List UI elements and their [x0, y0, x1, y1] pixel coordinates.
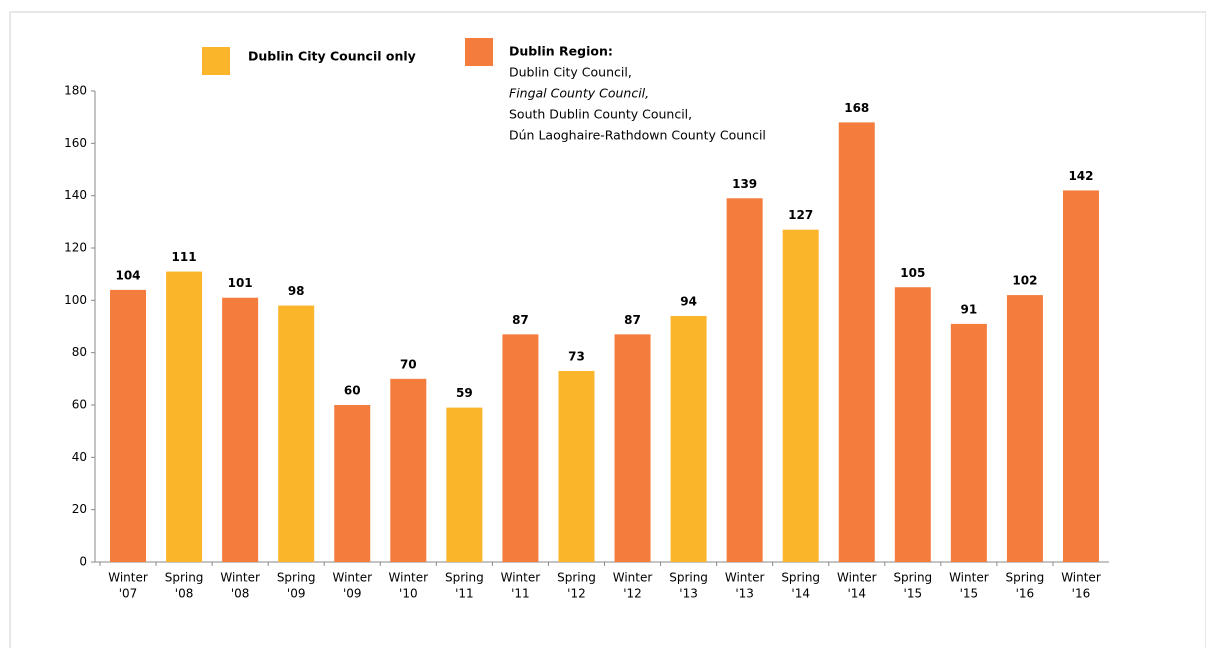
value-label: 87 [512, 313, 529, 327]
value-label: 104 [115, 268, 140, 282]
x-tick-label: Winter [1061, 571, 1101, 585]
bar [950, 323, 987, 562]
x-tick-label: Spring [781, 571, 820, 585]
x-tick-label: Winter [220, 571, 260, 585]
legend-label: Dublin Region: [509, 44, 613, 59]
legend-detail: Dublin City Council, [509, 65, 632, 80]
x-tick-label: '11 [511, 587, 530, 601]
bar [726, 198, 763, 563]
x-tick-label: Winter [332, 571, 372, 585]
legend-label: Dublin City Council only [248, 49, 416, 64]
y-tick-label: 20 [72, 502, 87, 516]
y-tick-label: 140 [64, 188, 87, 202]
bar [1006, 295, 1043, 562]
x-tick-label: '13 [735, 587, 754, 601]
y-tick-label: 80 [72, 345, 87, 359]
x-tick-label: Winter [501, 571, 541, 585]
bar [390, 378, 427, 562]
y-tick-label: 180 [64, 84, 87, 98]
bar [334, 405, 371, 562]
value-label: 98 [288, 284, 305, 298]
x-tick-label: Spring [165, 571, 204, 585]
y-tick-label: 0 [79, 555, 87, 569]
value-label: 142 [1068, 169, 1093, 183]
value-label: 59 [456, 386, 473, 400]
frame [9, 11, 1206, 648]
x-tick-label: Winter [949, 571, 989, 585]
bar [782, 229, 819, 562]
x-tick-label: Winter [108, 571, 148, 585]
bar [502, 334, 539, 562]
x-tick-label: Spring [893, 571, 932, 585]
x-tick-label: '16 [1016, 587, 1035, 601]
x-tick-label: '14 [791, 587, 810, 601]
x-tick-label: '07 [119, 587, 138, 601]
bar [166, 271, 203, 562]
legend-detail: Fingal County Council, [509, 86, 649, 101]
bar [446, 407, 483, 562]
x-tick-label: Spring [445, 571, 484, 585]
x-tick-label: '09 [343, 587, 362, 601]
x-tick-label: Winter [389, 571, 429, 585]
value-label: 73 [568, 349, 585, 363]
y-tick-label: 120 [64, 241, 87, 255]
x-tick-label: Spring [277, 571, 316, 585]
legend-swatch [202, 47, 230, 75]
x-tick-label: '10 [399, 587, 418, 601]
x-tick-label: '14 [847, 587, 866, 601]
value-label: 139 [732, 177, 757, 191]
x-tick-label: Spring [1006, 571, 1045, 585]
y-tick-label: 160 [64, 136, 87, 150]
value-label: 168 [844, 101, 869, 115]
bar [222, 297, 259, 562]
bar [838, 122, 875, 563]
bar [558, 370, 595, 562]
x-tick-label: '16 [1072, 587, 1091, 601]
value-label: 102 [1012, 274, 1037, 288]
legend-detail: South Dublin County Council, [509, 107, 692, 122]
x-tick-label: '11 [455, 587, 474, 601]
value-label: 94 [680, 295, 697, 309]
x-tick-label: '15 [904, 587, 923, 601]
value-label: 70 [400, 357, 417, 371]
y-tick-label: 100 [64, 293, 87, 307]
legend-detail: Dún Laoghaire-Rathdown County Council [509, 128, 766, 143]
x-tick-label: '13 [679, 587, 698, 601]
x-tick-label: '12 [567, 587, 586, 601]
bar [1062, 190, 1099, 562]
value-label: 87 [624, 313, 641, 327]
x-tick-label: Winter [613, 571, 653, 585]
bar [278, 305, 315, 562]
x-tick-label: Spring [557, 571, 596, 585]
value-label: 101 [228, 276, 253, 290]
bar [894, 287, 931, 562]
x-tick-label: '08 [175, 587, 194, 601]
x-tick-label: '12 [623, 587, 642, 601]
bar [110, 289, 147, 562]
bar [614, 334, 651, 562]
x-tick-label: Spring [669, 571, 708, 585]
legend-swatch [465, 38, 493, 66]
x-tick-label: '09 [287, 587, 306, 601]
value-label: 127 [788, 208, 813, 222]
value-label: 60 [344, 384, 361, 398]
x-tick-label: Winter [725, 571, 765, 585]
value-label: 91 [961, 302, 978, 316]
bar [670, 316, 707, 562]
value-label: 111 [172, 250, 197, 264]
y-tick-label: 60 [72, 398, 87, 412]
value-label: 105 [900, 266, 925, 280]
x-tick-label: Winter [837, 571, 877, 585]
x-tick-label: '15 [960, 587, 979, 601]
y-tick-label: 40 [72, 450, 87, 464]
x-tick-label: '08 [231, 587, 250, 601]
